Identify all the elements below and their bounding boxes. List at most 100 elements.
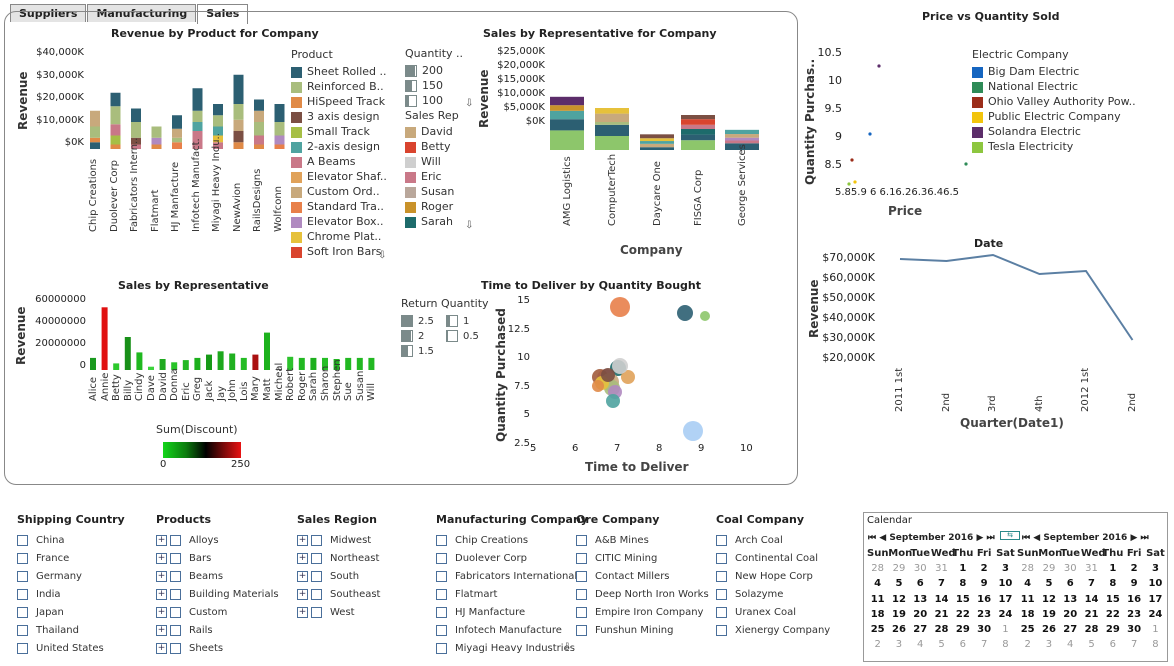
rep-revenue-bar[interactable]	[194, 357, 201, 370]
calendar-day[interactable]: 19	[891, 608, 906, 620]
calendar-day[interactable]: 1	[1152, 623, 1159, 635]
calendar-day[interactable]: 7	[938, 578, 946, 590]
calendar-day[interactable]: 26	[891, 623, 906, 635]
rep-revenue-bar[interactable]	[275, 369, 282, 370]
price-qty-point[interactable]	[964, 162, 968, 166]
rep-revenue-bar[interactable]	[182, 360, 189, 370]
calendar-day[interactable]: 20	[1063, 608, 1078, 620]
calendar-day[interactable]: 25	[870, 623, 885, 635]
calendar-day[interactable]: 7	[1130, 639, 1138, 651]
rep-revenue-bar[interactable]	[264, 332, 270, 370]
filter-item[interactable]: Flatmart	[436, 585, 588, 603]
next-year-icon-right[interactable]: ⏭	[1140, 533, 1149, 543]
calendar-day[interactable]: 14	[1084, 593, 1099, 605]
filter-item[interactable]: CITIC Mining	[576, 549, 709, 567]
calendar-day[interactable]: 20	[913, 608, 928, 620]
company-bar-segment[interactable]	[640, 134, 674, 139]
calendar-day[interactable]: 2	[1130, 563, 1138, 575]
revenue-bar-segment[interactable]	[131, 137, 141, 145]
revenue-bar-segment[interactable]	[172, 128, 182, 138]
product-legend-scroll-icon[interactable]: ⇩	[378, 250, 387, 261]
filter-item[interactable]: A&B Mines	[576, 531, 709, 549]
product-legend-item[interactable]: Elevator Shaf..	[291, 170, 387, 183]
calendar-day[interactable]: 16	[977, 593, 992, 605]
price-qty-point[interactable]	[847, 182, 851, 186]
calendar-day[interactable]: 23	[977, 608, 992, 620]
electric-legend-item[interactable]: National Electric	[972, 80, 1078, 93]
rep-legend-scroll-icon[interactable]: ⇩	[465, 220, 474, 231]
company-bar-segment[interactable]	[595, 136, 629, 150]
company-bar-segment[interactable]	[595, 122, 629, 125]
calendar-day[interactable]: 4	[1067, 639, 1074, 651]
rep-revenue-bar[interactable]	[356, 357, 363, 370]
filter-checkbox[interactable]	[311, 570, 322, 582]
company-bar-segment[interactable]	[725, 140, 759, 144]
revenue-by-date-chart[interactable]	[880, 250, 1140, 360]
calendar-day[interactable]: 11	[1020, 593, 1035, 605]
calendar-day[interactable]: 31	[935, 563, 948, 575]
product-legend-item[interactable]: Sheet Rolled ..	[291, 65, 387, 78]
company-bar-segment[interactable]	[550, 130, 584, 150]
filter-checkbox[interactable]	[17, 606, 28, 618]
filter-item[interactable]: HJ Manfacture	[436, 603, 588, 621]
filter-item[interactable]: Contact Millers	[576, 567, 709, 585]
price-qty-point[interactable]	[850, 158, 854, 162]
revenue-trend-line[interactable]	[899, 253, 1134, 341]
rep-revenue-bar[interactable]	[136, 352, 143, 370]
product-legend-item[interactable]: A Beams	[291, 155, 356, 168]
sales-by-rep-company-chart[interactable]	[540, 50, 780, 155]
filter-checkbox[interactable]	[311, 606, 322, 618]
filter-checkbox[interactable]	[716, 570, 727, 582]
revenue-bar-segment[interactable]	[90, 110, 100, 127]
company-bar-segment[interactable]	[640, 147, 674, 150]
rep-revenue-bar[interactable]	[287, 356, 294, 370]
rep-revenue-bar[interactable]	[113, 363, 120, 370]
revenue-bar-segment[interactable]	[233, 119, 244, 131]
calendar-day[interactable]: 29	[955, 623, 970, 635]
calendar-day[interactable]: 28	[871, 563, 885, 575]
expand-icon[interactable]: +	[297, 588, 308, 600]
revenue-bar-segment[interactable]	[131, 108, 141, 123]
filter-checkbox[interactable]	[170, 534, 181, 546]
product-legend-item[interactable]: HiSpeed Track	[291, 95, 385, 108]
revenue-bar-segment[interactable]	[90, 137, 100, 143]
filter-item[interactable]: + West	[297, 603, 380, 621]
filter-checkbox[interactable]	[576, 570, 587, 582]
filter-checkbox[interactable]	[17, 624, 28, 636]
rep-revenue-bar[interactable]	[298, 357, 305, 370]
prev-month-icon-right[interactable]: ◀	[1033, 533, 1041, 543]
product-legend-item[interactable]: 2-axis design	[291, 140, 380, 153]
product-legend-item[interactable]: Elevator Box..	[291, 215, 384, 228]
calendar-day[interactable]: 18	[870, 608, 885, 620]
calendar-day[interactable]: 29	[1042, 563, 1056, 575]
price-vs-qty-chart[interactable]	[845, 50, 975, 190]
filter-item[interactable]: + Building Materials	[156, 585, 279, 603]
rep-revenue-bar[interactable]	[252, 354, 259, 370]
calendar-day[interactable]: 15	[955, 593, 970, 605]
product-legend-item[interactable]: Chrome Plat..	[291, 230, 381, 243]
calendar-day[interactable]: 6	[1066, 578, 1074, 590]
revenue-bar-segment[interactable]	[172, 142, 182, 149]
electric-legend-item[interactable]: Big Dam Electric	[972, 65, 1079, 78]
electric-legend-item[interactable]: Ohio Valley Authority Pow..	[972, 95, 1136, 108]
filter-checkbox[interactable]	[170, 552, 181, 564]
filter-item[interactable]: + Custom	[156, 603, 279, 621]
company-bar-segment[interactable]	[550, 110, 584, 120]
filter-item[interactable]: Miyagi Heavy Industries	[436, 639, 588, 657]
expand-icon[interactable]: +	[297, 606, 308, 618]
revenue-by-product-chart[interactable]	[0, 0, 400, 260]
delivery-bubble[interactable]	[700, 311, 710, 321]
revenue-bar-segment[interactable]	[90, 126, 100, 138]
filter-checkbox[interactable]	[716, 534, 727, 546]
calendar-day[interactable]: 5	[1088, 639, 1095, 651]
revenue-bar-segment[interactable]	[90, 142, 100, 149]
calendar-day[interactable]: 30	[977, 623, 992, 635]
rep-revenue-bar[interactable]	[171, 362, 178, 370]
calendar-day[interactable]: 2	[1024, 639, 1031, 651]
filter-item[interactable]: + Southeast	[297, 585, 380, 603]
calendar-day[interactable]: 17	[998, 593, 1013, 605]
filter-checkbox[interactable]	[436, 642, 447, 654]
company-bar-segment[interactable]	[681, 115, 715, 120]
filter-item[interactable]: Uranex Coal	[716, 603, 830, 621]
calendar-day[interactable]: 8	[1152, 639, 1159, 651]
